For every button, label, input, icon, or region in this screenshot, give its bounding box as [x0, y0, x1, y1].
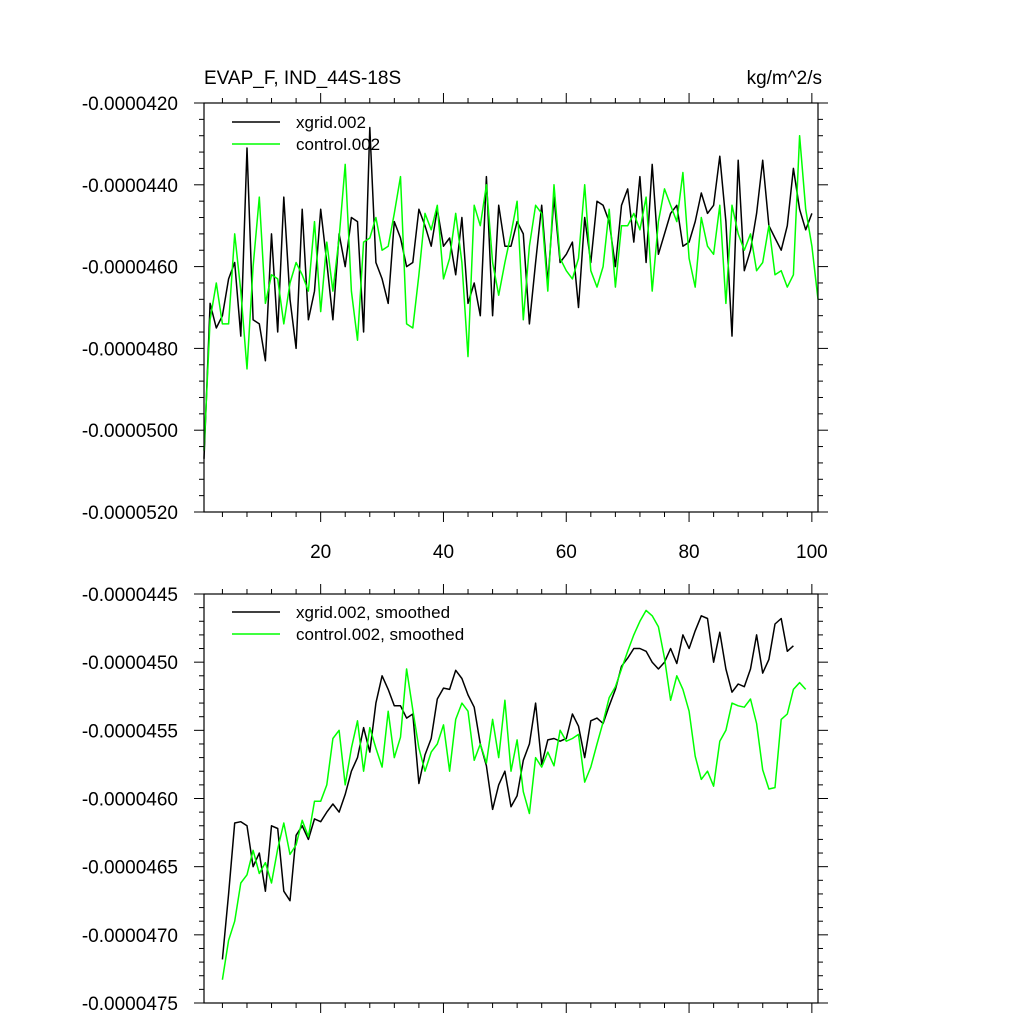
top-panel-series	[203, 126, 819, 459]
bottom-panel-ticks: -0.0000475 -0.0000470 -0.0000465 -0.0000460…	[82, 584, 828, 1015]
y-tick-label: -0.0000520	[82, 503, 178, 524]
x-tick-label: 40	[433, 542, 454, 563]
y-tick-label: -0.0000465	[82, 858, 178, 879]
y-tick-label: -0.0000450	[82, 653, 178, 674]
top-panel: EVAP_F, IND_44S-18S kg/m^2/s 20 40 60 80 100…	[82, 68, 828, 563]
series-line-control	[203, 134, 819, 451]
series-line-control	[221, 609, 807, 980]
legend-label-xgrid: xgrid.002	[296, 113, 366, 132]
x-tick-label: 20	[310, 542, 331, 563]
y-tick-label: -0.0000420	[82, 94, 178, 115]
top-panel-ticks: 20 40 60 80 100 -0.0000520 -0.0000500 -0.000048…	[82, 93, 828, 563]
series-line-xgrid	[221, 615, 794, 960]
chart-title: EVAP_F, IND_44S-18S	[204, 68, 401, 89]
x-tick-label: 60	[556, 542, 577, 563]
x-tick-label: 80	[678, 542, 699, 563]
y-tick-label: -0.0000500	[82, 421, 178, 442]
y-tick-label: -0.0000470	[82, 926, 178, 947]
y-tick-label: -0.0000440	[82, 176, 178, 197]
units-label: kg/m^2/s	[747, 68, 822, 89]
y-tick-label: -0.0000445	[82, 585, 178, 606]
legend-label-control-smoothed: control.002, smoothed	[296, 625, 464, 644]
y-tick-label: -0.0000480	[82, 339, 178, 360]
y-tick-label: -0.0000475	[82, 994, 178, 1015]
legend-label-xgrid-smoothed: xgrid.002, smoothed	[296, 603, 450, 622]
x-tick-label: 100	[796, 542, 828, 563]
y-tick-label: -0.0000460	[82, 790, 178, 811]
bottom-plot-frame	[203, 593, 819, 1004]
y-tick-label: -0.0000455	[82, 721, 178, 742]
top-plot-frame	[203, 102, 819, 513]
bottom-panel: -0.0000475 -0.0000470 -0.0000465 -0.0000460…	[82, 584, 828, 1015]
top-legend: xgrid.002 control.002	[232, 113, 380, 154]
y-tick-label: -0.0000460	[82, 258, 178, 279]
legend-label-control: control.002	[296, 135, 380, 154]
bottom-legend: xgrid.002, smoothed control.002, smoothe…	[232, 603, 464, 644]
bottom-panel-series	[221, 609, 807, 980]
